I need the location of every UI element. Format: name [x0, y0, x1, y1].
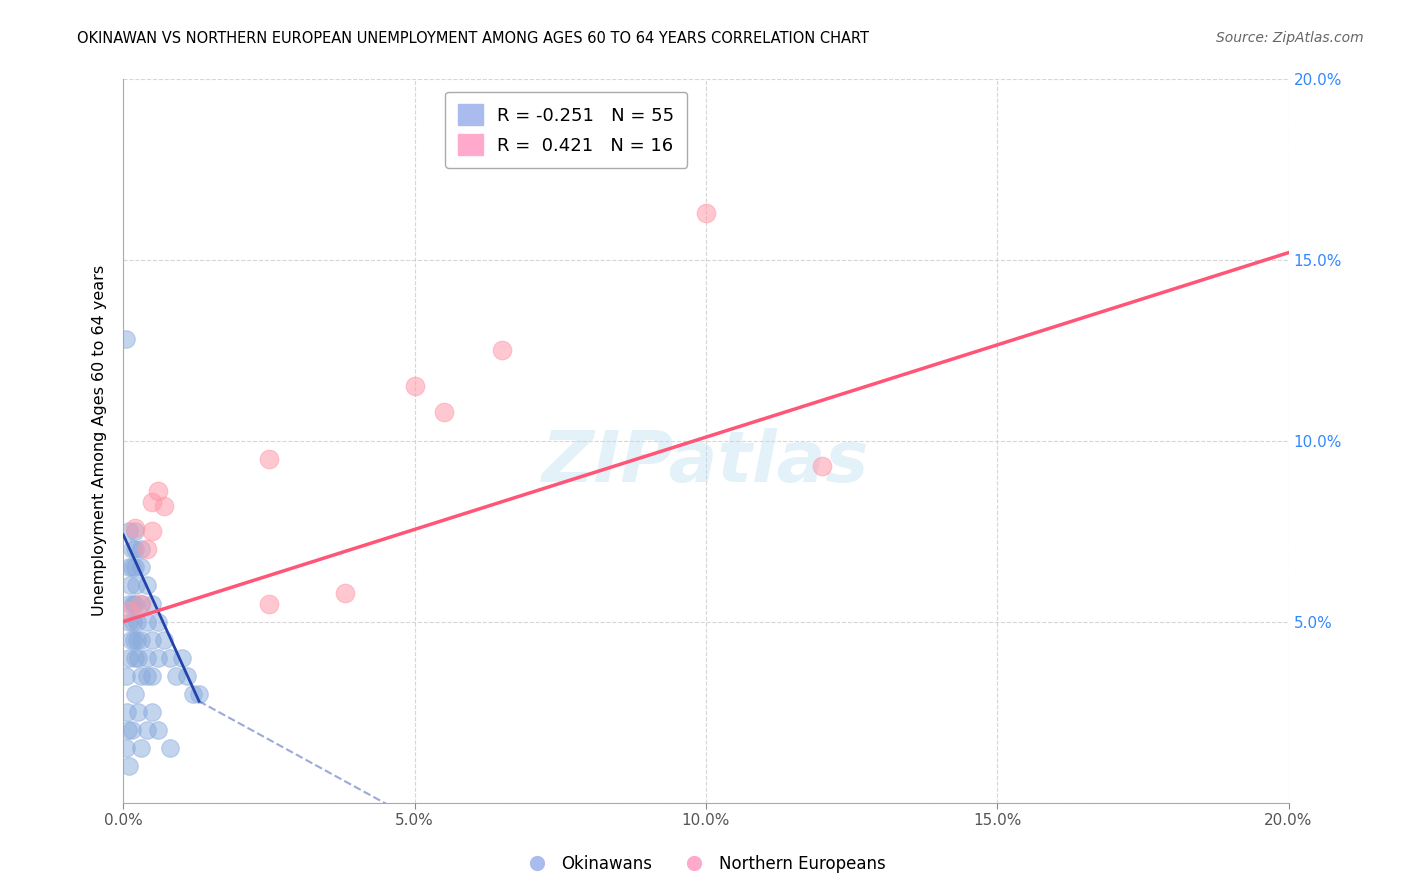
Point [125, 578, 148, 592]
Point [141, 632, 163, 647]
Point [125, 615, 148, 629]
Point [433, 405, 456, 419]
Point [129, 632, 152, 647]
Point [122, 632, 145, 647]
Point [188, 687, 211, 701]
Point [141, 669, 163, 683]
Point [176, 669, 198, 683]
Point [159, 650, 181, 665]
Point [124, 520, 146, 534]
Point [127, 705, 149, 719]
Point [129, 542, 152, 557]
Point [135, 650, 157, 665]
Point [129, 669, 152, 683]
Point [118, 524, 141, 539]
Point [170, 650, 193, 665]
Point [404, 379, 426, 393]
Point [124, 524, 146, 539]
Point [127, 650, 149, 665]
Point [135, 723, 157, 738]
Point [124, 650, 146, 665]
Legend: R = -0.251   N = 55, R =  0.421   N = 16: R = -0.251 N = 55, R = 0.421 N = 16 [446, 92, 688, 168]
Point [148, 650, 170, 665]
Point [115, 669, 138, 683]
Point [115, 333, 138, 347]
Point [135, 578, 157, 592]
Point [124, 542, 146, 557]
Point [124, 687, 146, 701]
Point [135, 542, 157, 557]
Point [695, 206, 717, 220]
Point [257, 451, 280, 466]
Point [153, 499, 176, 513]
Point [333, 585, 356, 599]
Point [129, 597, 152, 611]
Point [129, 741, 152, 756]
Point [148, 484, 170, 499]
Point [491, 343, 513, 358]
Point [117, 723, 139, 738]
Point [115, 741, 138, 756]
Point [141, 524, 163, 539]
Point [121, 597, 143, 611]
Point [121, 723, 143, 738]
Point [121, 542, 143, 557]
Point [118, 604, 141, 618]
Point [181, 687, 204, 701]
Point [165, 669, 187, 683]
Point [141, 495, 163, 509]
Point [129, 560, 152, 574]
Point [122, 615, 145, 629]
Point [121, 560, 143, 574]
Point [135, 669, 157, 683]
Point [129, 597, 152, 611]
Y-axis label: Unemployment Among Ages 60 to 64 years: Unemployment Among Ages 60 to 64 years [93, 265, 107, 616]
Point [118, 650, 141, 665]
Point [120, 632, 142, 647]
Point [124, 597, 146, 611]
Point [141, 705, 163, 719]
Point [120, 578, 142, 592]
Point [118, 597, 141, 611]
Point [159, 741, 181, 756]
Point [148, 615, 170, 629]
Legend: Okinawans, Northern Europeans: Okinawans, Northern Europeans [513, 848, 893, 880]
Point [811, 459, 834, 474]
Point [118, 560, 141, 574]
Point [257, 597, 280, 611]
Text: ZIPatlas: ZIPatlas [543, 428, 870, 497]
Point [153, 632, 176, 647]
Point [141, 597, 163, 611]
Point [118, 615, 141, 629]
Point [117, 705, 139, 719]
Point [124, 560, 146, 574]
Text: OKINAWAN VS NORTHERN EUROPEAN UNEMPLOYMENT AMONG AGES 60 TO 64 YEARS CORRELATION: OKINAWAN VS NORTHERN EUROPEAN UNEMPLOYME… [77, 31, 869, 46]
Point [127, 632, 149, 647]
Point [135, 615, 157, 629]
Point [118, 759, 141, 773]
Text: Source: ZipAtlas.com: Source: ZipAtlas.com [1216, 31, 1364, 45]
Point [148, 723, 170, 738]
